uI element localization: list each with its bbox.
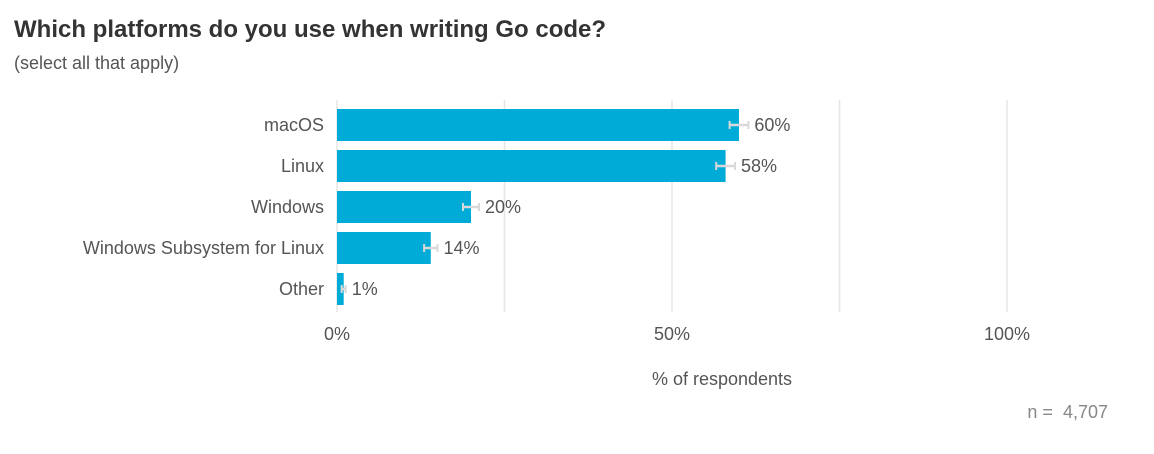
bar	[337, 232, 431, 264]
chart-subtitle: (select all that apply)	[14, 53, 180, 73]
sample-size: n = 4,707	[1027, 402, 1108, 422]
category-label: Other	[279, 279, 324, 299]
bar	[337, 109, 739, 141]
category-label: Windows	[251, 197, 324, 217]
category-label: Linux	[281, 156, 324, 176]
chart-title: Which platforms do you use when writing …	[14, 16, 607, 43]
x-axis-label: % of respondents	[651, 369, 793, 389]
bar	[337, 150, 726, 182]
bar	[337, 191, 471, 223]
data-label: 20%	[485, 197, 521, 217]
data-label: 14%	[444, 238, 480, 258]
data-label: 60%	[754, 115, 790, 135]
category-label: Windows Subsystem for Linux	[83, 238, 324, 258]
x-tick-label: 50%	[654, 324, 690, 344]
category-label: macOS	[264, 115, 324, 135]
bar	[337, 273, 344, 305]
x-axis-label-container: % of respondents	[0, 369, 1154, 390]
x-tick-label: 0%	[324, 324, 350, 344]
data-label: 1%	[352, 279, 378, 299]
data-label: 58%	[741, 156, 777, 176]
x-tick-label: 100%	[984, 324, 1030, 344]
